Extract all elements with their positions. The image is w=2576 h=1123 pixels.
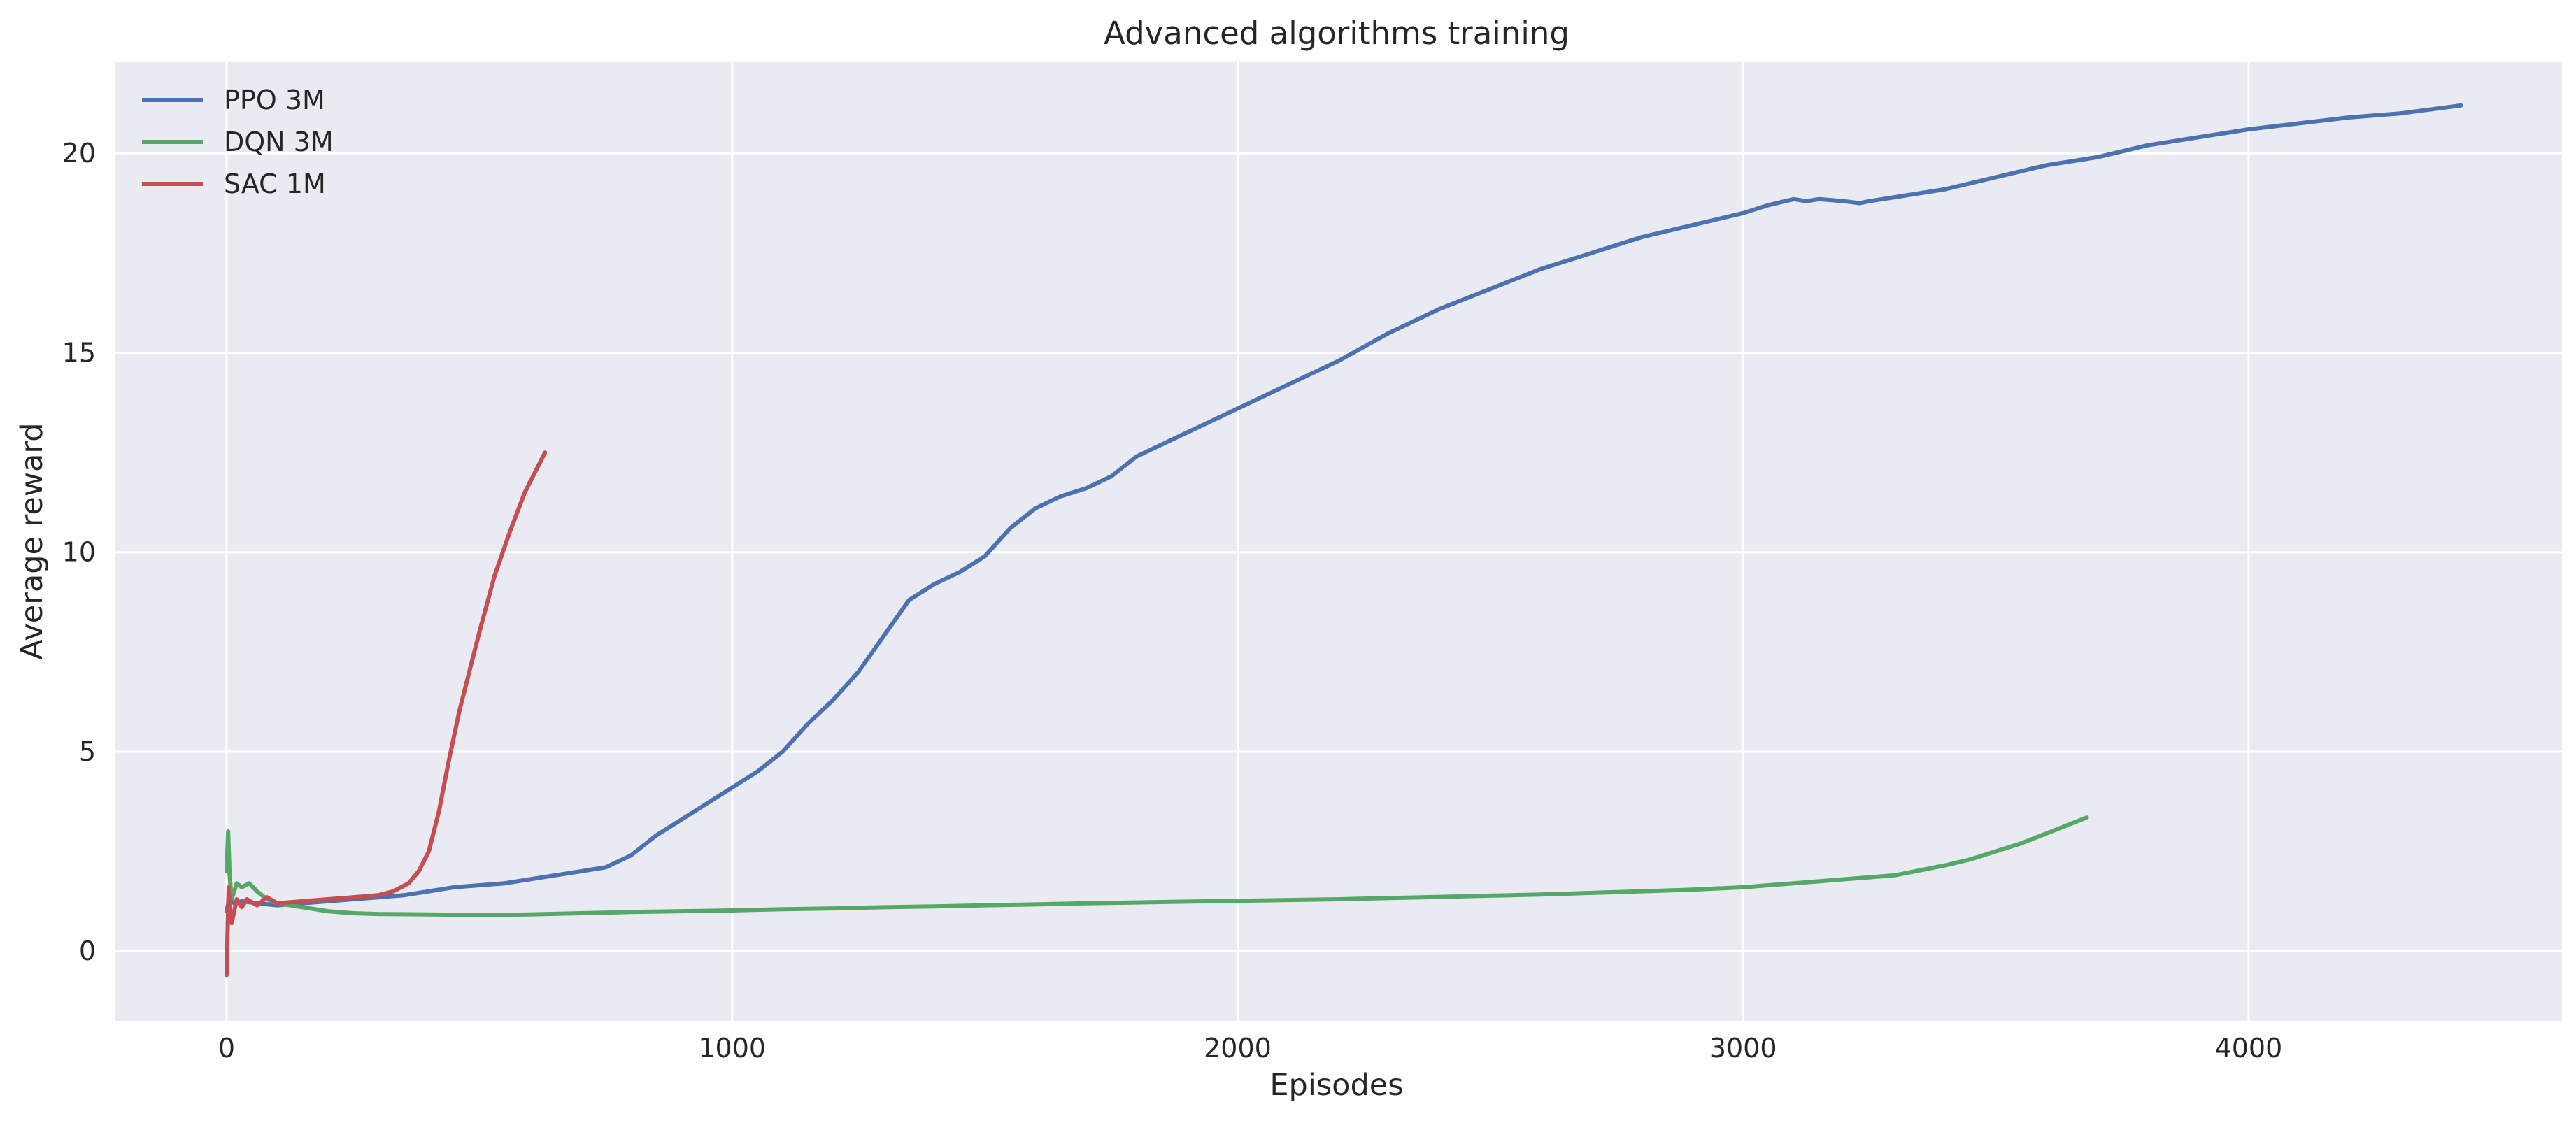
- y-tick-label: 20: [62, 138, 96, 169]
- grid: [115, 62, 2562, 1021]
- x-tick-label: 0: [218, 1033, 235, 1064]
- tick-layer: 0 1000 2000 3000 4000 0 5 10 15 20: [62, 138, 2283, 1064]
- y-tick-label: 10: [62, 537, 96, 568]
- legend-label: DQN 3M: [224, 127, 334, 157]
- x-axis-label: Episodes: [1269, 1068, 1403, 1103]
- plot-background: [115, 62, 2562, 1021]
- series-layer: [225, 103, 2463, 978]
- legend-label: SAC 1M: [224, 169, 326, 199]
- y-tick-label: 0: [79, 936, 96, 966]
- x-tick-label: 1000: [698, 1033, 766, 1064]
- legend-label: PPO 3M: [224, 85, 325, 115]
- chart-title: Advanced algorithms training: [1104, 15, 1570, 52]
- x-tick-label: 2000: [1204, 1033, 1272, 1064]
- series-line-sac-1m: [225, 450, 548, 978]
- x-tick-label: 4000: [2215, 1033, 2283, 1064]
- y-tick-label: 15: [62, 337, 96, 368]
- y-tick-label: 5: [79, 736, 96, 767]
- y-axis-label: Average reward: [15, 422, 50, 659]
- series-line-ppo-3m: [225, 103, 2463, 914]
- legend: PPO 3M DQN 3M SAC 1M: [142, 85, 334, 199]
- x-tick-label: 3000: [1709, 1033, 1777, 1064]
